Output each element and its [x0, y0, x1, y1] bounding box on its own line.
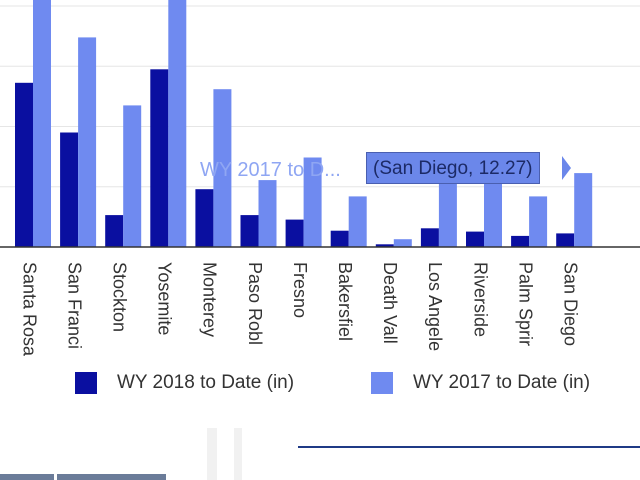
bar-wy2017-stockton[interactable] — [123, 105, 142, 248]
bar-wy2018-san-diego[interactable] — [556, 233, 575, 247]
bar-wy2018-santa-rosa[interactable] — [15, 82, 33, 247]
bar-wy2018-stockton[interactable] — [105, 215, 124, 247]
bars — [15, 0, 593, 248]
bar-wy2017-yosemite[interactable] — [168, 0, 187, 247]
bar-wy2017-bakersfield[interactable] — [348, 196, 367, 247]
legend-label-wy2018: WY 2018 to Date (in) — [117, 372, 295, 393]
bar-wy2018-paso-robles[interactable] — [240, 215, 259, 247]
legend: WY 2018 to Date (in) WY 2017 to Date (in… — [0, 368, 640, 400]
hover-series-label: WY 2017 to D... — [200, 159, 341, 181]
footer-shade — [207, 428, 217, 480]
bar-wy2018-death-valley[interactable] — [375, 244, 394, 247]
bar-wy2018-monterey[interactable] — [195, 189, 214, 247]
legend-item-wy2018[interactable]: WY 2018 to Date (in) — [75, 368, 294, 398]
bar-wy2017-monterey[interactable] — [213, 89, 232, 247]
bar-wy2017-palm-springs[interactable] — [529, 196, 548, 247]
x-tick-label: Palm Sprir — [515, 262, 535, 346]
x-tick-label: San Diego — [560, 262, 580, 346]
legend-swatch-wy2017 — [371, 372, 393, 394]
bar-wy2018-san-francisco[interactable] — [60, 132, 79, 248]
footer-divider — [298, 446, 640, 448]
x-tick-label: Monterey — [200, 262, 220, 337]
x-tick-labels: Santa Rosa San Franci Stockton Yosemite Mont… — [19, 262, 580, 357]
x-tick-label: Santa Rosa — [19, 262, 39, 357]
bar-wy2018-fresno[interactable] — [285, 219, 304, 247]
footer-shade — [234, 428, 242, 480]
footer-tab-bar — [0, 474, 166, 480]
legend-item-wy2017[interactable]: WY 2017 to Date (in) — [371, 368, 590, 398]
x-tick-label: Los Angele — [425, 262, 445, 351]
bar-wy2018-riverside[interactable] — [466, 231, 484, 247]
bar-chart: Santa Rosa San Franci Stockton Yosemite Mont… — [0, 0, 640, 357]
x-tick-label: Paso Robl — [245, 262, 265, 345]
legend-label-wy2017: WY 2017 to Date (in) — [413, 372, 591, 393]
bar-wy2017-san-francisco[interactable] — [78, 37, 97, 248]
x-tick-label: Bakersfiel — [335, 262, 355, 341]
x-tick-label: San Franci — [64, 262, 84, 349]
bar-wy2017-riverside[interactable] — [484, 175, 502, 247]
bar-wy2018-los-angeles[interactable] — [420, 228, 439, 247]
x-tick-label: Fresno — [290, 262, 310, 318]
bar-wy2018-yosemite[interactable] — [150, 69, 169, 247]
x-tick-label: Yosemite — [155, 262, 175, 335]
tooltip: (San Diego, 12.27) — [366, 152, 540, 184]
bar-wy2017-santa-rosa[interactable] — [33, 0, 51, 247]
bar-wy2017-paso-robles[interactable] — [258, 180, 277, 247]
legend-swatch-wy2018 — [75, 372, 97, 394]
bar-wy2017-death-valley[interactable] — [393, 239, 412, 247]
x-tick-label: Riverside — [470, 262, 490, 337]
x-tick-label: Death Vall — [380, 262, 400, 344]
bar-wy2017-fresno[interactable] — [303, 157, 322, 248]
footer-tab-divider — [54, 474, 57, 480]
x-tick-label: Stockton — [109, 262, 129, 332]
tooltip-arrow — [562, 156, 571, 180]
bar-wy2018-bakersfield[interactable] — [330, 230, 349, 247]
bar-wy2018-palm-springs[interactable] — [511, 235, 530, 247]
bar-wy2017-san-diego[interactable] — [574, 173, 593, 247]
